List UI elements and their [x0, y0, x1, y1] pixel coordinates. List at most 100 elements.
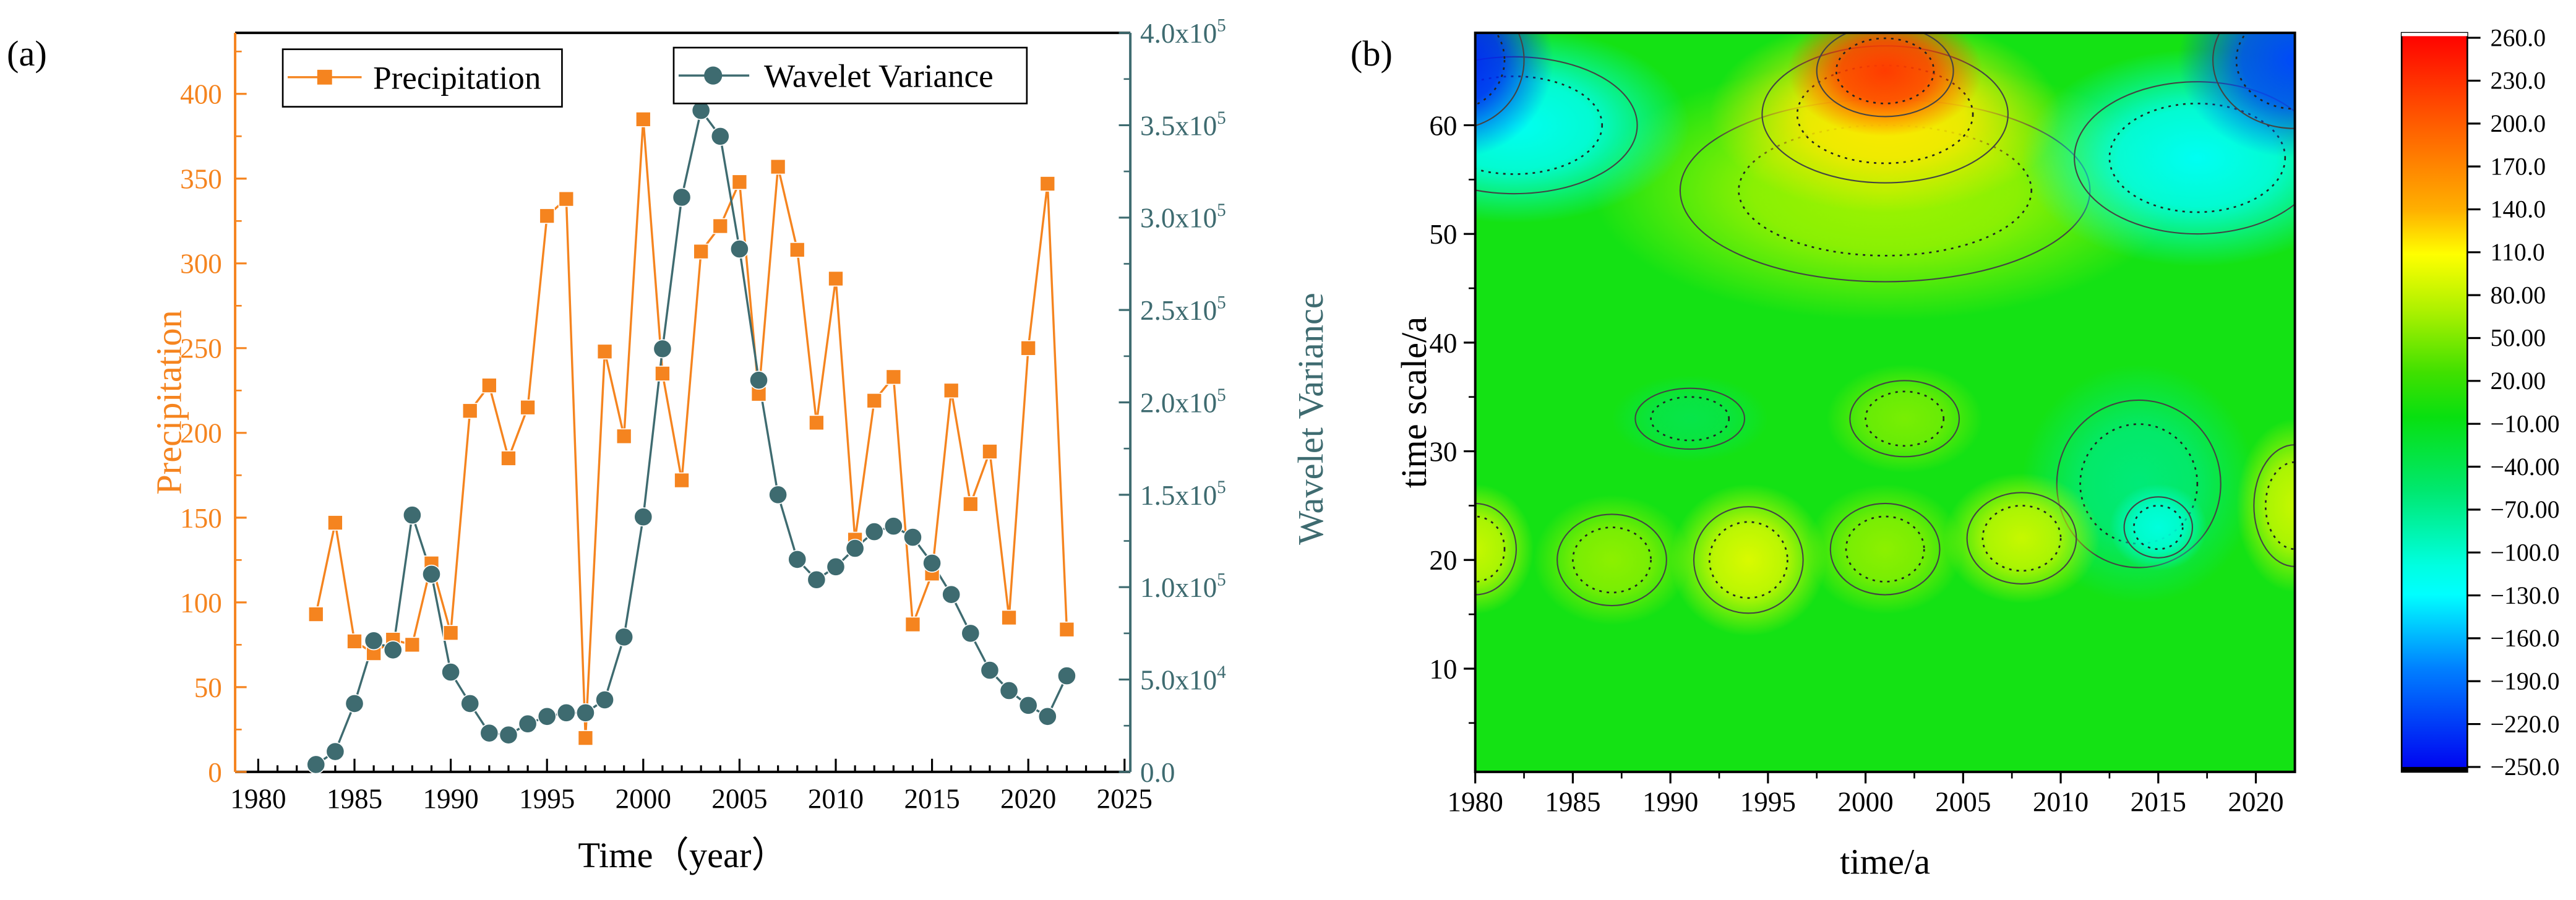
precipitation-marker [558, 191, 575, 207]
heatmap-feature [2178, 33, 2295, 158]
tick-exponent: 5 [1217, 15, 1226, 35]
wavelet-variance-marker [768, 485, 788, 505]
x-tick-label: 1985 [1545, 787, 1600, 818]
right-y-tick-label: 1.0x105 [1140, 570, 1226, 604]
wavelet-variance-marker [672, 187, 692, 207]
x-tick-label: 2005 [1935, 787, 1991, 818]
wavelet-variance-marker [1018, 695, 1038, 715]
contour-line-dashed [1475, 75, 1604, 175]
precipitation-marker [1020, 340, 1036, 356]
left-y-tick-label: 0 [208, 757, 222, 788]
left-y-tick-label: 50 [194, 672, 222, 703]
wavelet-variance-marker [807, 570, 826, 589]
left-y-tick-label: 400 [180, 79, 222, 110]
contour-line [1556, 513, 1667, 607]
contour-line-dashed [1845, 515, 1925, 583]
wavelet-variance-marker [576, 703, 595, 722]
colorbar-top-cap [2402, 33, 2468, 36]
right-y-tick-label: 3.0x105 [1140, 200, 1226, 234]
x-tick-label: 2015 [904, 783, 960, 814]
contour-line-dashed [1650, 396, 1730, 442]
wavelet-variance-marker [325, 742, 345, 761]
precipitation-marker [982, 444, 998, 460]
x-tick-label: 2020 [1000, 783, 1056, 814]
contour-line [1829, 502, 1941, 596]
contour-line-dashed [2079, 423, 2199, 545]
legend-precipitation-label: Precipitation [373, 60, 541, 96]
wavelet-variance-marker [710, 126, 730, 146]
precipitation-marker [828, 270, 844, 287]
wavelet-variance-marker [961, 624, 981, 643]
x-tick-label: 2000 [1837, 787, 1893, 818]
wavelet-variance-marker [460, 693, 480, 713]
wavelet-variance-marker [518, 714, 538, 734]
left-y-tick-label: 350 [180, 164, 222, 195]
colorbar-tick-label: −160.0 [2491, 625, 2560, 652]
precipitation-marker [577, 730, 594, 746]
contour-line-dashed [1708, 521, 1788, 599]
contour-line [1849, 380, 1960, 458]
precipitation-marker [943, 382, 960, 399]
x-tick-label: 1980 [1448, 787, 1503, 818]
precipitation-marker [539, 208, 555, 224]
tick-base: 3.5x10 [1140, 110, 1217, 141]
right-y-tick-label: 5.0x104 [1140, 662, 1226, 696]
wavelet-variance-marker [441, 662, 461, 682]
colorbar [2400, 32, 2468, 773]
panel-label-a: (a) [7, 33, 47, 74]
panel-a: (a)1980 1985 1990 1995 2000 2005 2010 2015 2020 2… [7, 15, 1331, 875]
heatmap-feature [2236, 418, 2295, 593]
precipitation-marker [327, 515, 343, 531]
wavelet-variance-marker [883, 516, 903, 536]
right-y-tick-label: 2.0x105 [1140, 385, 1226, 419]
x-tick-label: 1995 [1740, 787, 1796, 818]
x-tick-label: 1995 [519, 783, 575, 814]
tick-base: 4.0x10 [1140, 18, 1217, 49]
left-y-tick-label: 250 [180, 333, 222, 364]
precipitation-marker [308, 606, 324, 622]
y-tick-label: 30 [1429, 437, 1457, 468]
right-y-tick-label: 4.0x105 [1140, 15, 1226, 49]
colorbar-bottom-cap [2402, 766, 2468, 772]
x-tick-label: 2020 [2228, 787, 2283, 818]
precipitation-marker [635, 111, 651, 127]
contour-line-dashed [1835, 37, 1935, 105]
legend-wavelet-variance-label: Wavelet Variance [764, 59, 994, 95]
left-y-tick-label: 300 [180, 249, 222, 280]
contour-line [2123, 496, 2194, 559]
precipitation-marker [809, 414, 825, 431]
precipitation-marker [693, 243, 709, 260]
wavelet-variance-marker [614, 627, 634, 647]
precipitation-line [315, 119, 1068, 739]
wavelet-variance-marker [633, 507, 653, 527]
wavelet-variance-marker [364, 631, 384, 651]
x-axis-title: time/a [1840, 842, 1930, 882]
tick-base: 2.0x10 [1140, 387, 1217, 418]
wavelet-variance-marker [922, 553, 942, 573]
tick-exponent: 5 [1217, 293, 1226, 312]
colorbar-tick-label: −70.00 [2491, 496, 2560, 523]
colorbar-tick-label: 230.0 [2491, 67, 2546, 95]
left-y-axis-title: Precipitation [148, 310, 189, 494]
wavelet-variance-marker [345, 693, 364, 713]
x-tick-label: 2005 [711, 783, 767, 814]
colorbar-tick-label: 260.0 [2491, 24, 2546, 51]
left-y-tick-label: 150 [180, 503, 222, 534]
wavelet-variance-marker [749, 371, 768, 390]
precipitation-marker [442, 625, 459, 641]
precipitation-marker [1001, 609, 1017, 626]
x-tick-label: 2015 [2131, 787, 2186, 818]
wavelet-variance-marker [556, 703, 576, 722]
wavelet-variance-marker [999, 681, 1019, 700]
wavelet-variance-marker [499, 725, 518, 745]
panel-label-b: (b) [1350, 33, 1393, 74]
heatmap-field [1475, 33, 2295, 772]
tick-exponent: 4 [1217, 662, 1226, 682]
precipitation-marker [731, 174, 748, 190]
tick-exponent: 5 [1217, 478, 1226, 497]
legend-wavelet-variance-marker [704, 66, 723, 85]
contour-line [2253, 444, 2295, 567]
x-tick-label: 1985 [327, 783, 382, 814]
heatmap-frame [1474, 32, 2296, 773]
colorbar-tick-label: 50.00 [2491, 325, 2546, 352]
